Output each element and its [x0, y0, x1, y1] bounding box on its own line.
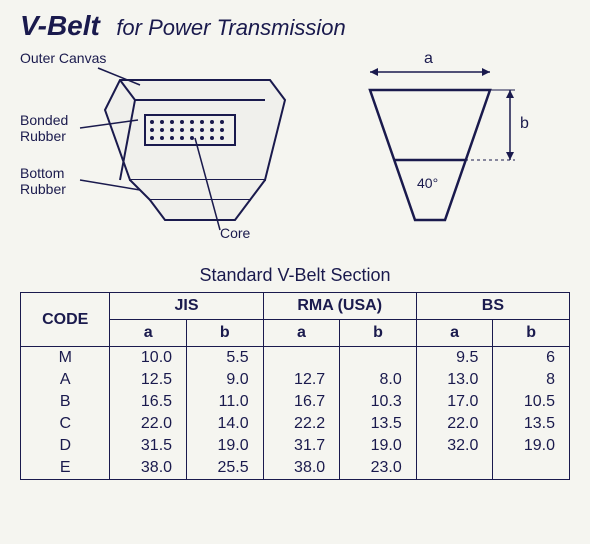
cell: M: [21, 347, 110, 370]
cell: 10.3: [340, 391, 417, 413]
cell: 14.0: [187, 413, 264, 435]
cell: 16.7: [263, 391, 340, 413]
label-bonded-rubber-1: Bonded: [20, 112, 68, 128]
cell: 22.0: [110, 413, 187, 435]
cell: 10.5: [493, 391, 570, 413]
table-title: Standard V-Belt Section: [20, 265, 570, 286]
label-bottom-rubber-2: Rubber: [20, 181, 66, 197]
cell: 6: [493, 347, 570, 370]
cell: 9.0: [187, 369, 264, 391]
th-jis: JIS: [110, 293, 263, 320]
title-row: V-Belt for Power Transmission: [20, 10, 570, 42]
title-main: V-Belt: [20, 10, 100, 41]
cell: 8: [493, 369, 570, 391]
profile-diagram: a b 40°: [330, 50, 550, 255]
label-outer-canvas: Outer Canvas: [20, 50, 106, 66]
label-dim-b: b: [520, 115, 529, 133]
cell: 38.0: [263, 457, 340, 480]
cell: [493, 457, 570, 480]
cell: E: [21, 457, 110, 480]
vbelt-table: CODE JIS RMA (USA) BS a b a b a b M10.05…: [20, 292, 570, 480]
table-row: B16.511.016.710.317.010.5: [21, 391, 570, 413]
diagram-row: Outer Canvas Bonded Rubber Bottom Rubber…: [20, 50, 570, 255]
title-sub: for Power Transmission: [116, 15, 345, 40]
th-rma: RMA (USA): [263, 293, 416, 320]
table-body: M10.05.59.56A12.59.012.78.013.08B16.511.…: [21, 347, 570, 480]
table-row: D31.519.031.719.032.019.0: [21, 435, 570, 457]
th-code: CODE: [21, 293, 110, 347]
cell: D: [21, 435, 110, 457]
th-jis-a: a: [110, 320, 187, 347]
cell: [340, 347, 417, 370]
profile-svg: [330, 50, 550, 250]
cell: 16.5: [110, 391, 187, 413]
cell: 19.0: [340, 435, 417, 457]
cell: 12.7: [263, 369, 340, 391]
page: V-Belt for Power Transmission: [0, 0, 590, 490]
cell: 17.0: [416, 391, 493, 413]
cell: A: [21, 369, 110, 391]
table-head: CODE JIS RMA (USA) BS a b a b a b: [21, 293, 570, 347]
belt-cutaway-diagram: Outer Canvas Bonded Rubber Bottom Rubber…: [20, 50, 310, 255]
table-row: M10.05.5 9.56: [21, 347, 570, 370]
cell: 13.5: [493, 413, 570, 435]
cell: 13.5: [340, 413, 417, 435]
label-bonded-rubber-2: Rubber: [20, 128, 66, 144]
cell: 22.0: [416, 413, 493, 435]
cell: 10.0: [110, 347, 187, 370]
cell: 31.5: [110, 435, 187, 457]
cutaway-svg: [20, 50, 310, 250]
cell: 13.0: [416, 369, 493, 391]
cell: 31.7: [263, 435, 340, 457]
cell: [416, 457, 493, 480]
th-jis-b: b: [187, 320, 264, 347]
cell: 11.0: [187, 391, 264, 413]
cell: 19.0: [493, 435, 570, 457]
cell: 22.2: [263, 413, 340, 435]
cell: [263, 347, 340, 370]
cell: 12.5: [110, 369, 187, 391]
th-rma-b: b: [340, 320, 417, 347]
cell: 8.0: [340, 369, 417, 391]
th-bs: BS: [416, 293, 569, 320]
table-row: A12.59.012.78.013.08: [21, 369, 570, 391]
cell: 5.5: [187, 347, 264, 370]
cell: 23.0: [340, 457, 417, 480]
cell: C: [21, 413, 110, 435]
cell: B: [21, 391, 110, 413]
cell: 25.5: [187, 457, 264, 480]
label-core: Core: [220, 225, 250, 241]
cell: 32.0: [416, 435, 493, 457]
cell: 38.0: [110, 457, 187, 480]
th-bs-b: b: [493, 320, 570, 347]
label-bottom-rubber-1: Bottom: [20, 165, 64, 181]
cell: 19.0: [187, 435, 264, 457]
th-bs-a: a: [416, 320, 493, 347]
table-row: E38.025.538.023.0: [21, 457, 570, 480]
table-row: C22.014.022.213.522.013.5: [21, 413, 570, 435]
label-dim-a: a: [424, 50, 433, 68]
cell: 9.5: [416, 347, 493, 370]
th-rma-a: a: [263, 320, 340, 347]
label-angle: 40°: [417, 175, 438, 191]
